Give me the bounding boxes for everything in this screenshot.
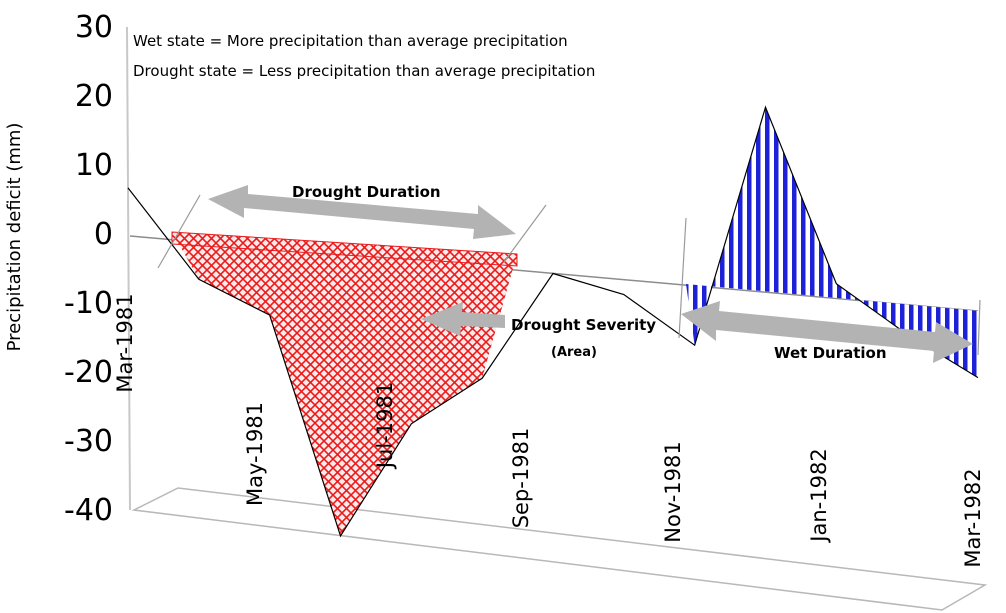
drought-band-top — [171, 231, 518, 267]
y-tick-label: -10 — [64, 286, 113, 321]
x-tick-labels: Mar-1981 May-1981 Jul-1981 Sep-1981 Nov-1981… — [113, 293, 985, 567]
x-tick-label: Mar-1981 — [113, 293, 137, 392]
wet-state-note: Wet state = More precipitation than aver… — [133, 32, 568, 50]
x-tick-label: May-1981 — [243, 402, 267, 506]
drought-start-marker — [157, 194, 201, 269]
wet-area — [686, 107, 978, 378]
drought-state-note: Drought state = Less precipitation than … — [133, 62, 595, 80]
y-tick-label: 30 — [75, 10, 113, 45]
series-line — [127, 105, 979, 538]
wet-duration-label: Wet Duration — [774, 344, 887, 362]
y-tick-label: 0 — [94, 217, 113, 252]
y-tick-label: -20 — [64, 355, 113, 390]
drought-severity-sublabel: (Area) — [551, 345, 597, 360]
drought-end-marker — [503, 204, 547, 263]
drought-severity-label: Drought Severity — [511, 316, 656, 334]
y-axis-label: Precipitation deficit (mm) — [4, 123, 25, 352]
drought-severity-arrow — [421, 302, 505, 336]
wet-end-marker — [977, 299, 981, 356]
x-tick-label: Jul-1981 — [373, 382, 397, 470]
x-tick-label: Jan-1982 — [807, 448, 831, 543]
x-tick-label: Mar-1982 — [961, 468, 985, 567]
y-tick-label: 20 — [75, 79, 113, 114]
drought-duration-label: Drought Duration — [292, 183, 441, 201]
axes — [126, 26, 988, 611]
y-tick-label: -30 — [64, 424, 113, 459]
x-tick-label: Sep-1981 — [509, 428, 533, 529]
wet-start-marker — [678, 217, 687, 339]
duration-markers — [157, 194, 981, 356]
y-tick-label: -40 — [64, 493, 113, 528]
y-tick-labels: 30 20 10 0 -10 -20 -30 -40 — [64, 10, 113, 528]
wet-duration-arrow — [681, 301, 973, 363]
y-axis-line — [126, 26, 131, 511]
floor-plane — [131, 487, 988, 611]
drought-duration-arrow — [208, 185, 516, 239]
x-tick-label: Nov-1981 — [661, 441, 685, 542]
drought-severity-area — [172, 232, 517, 536]
y-tick-label: 10 — [75, 148, 113, 183]
